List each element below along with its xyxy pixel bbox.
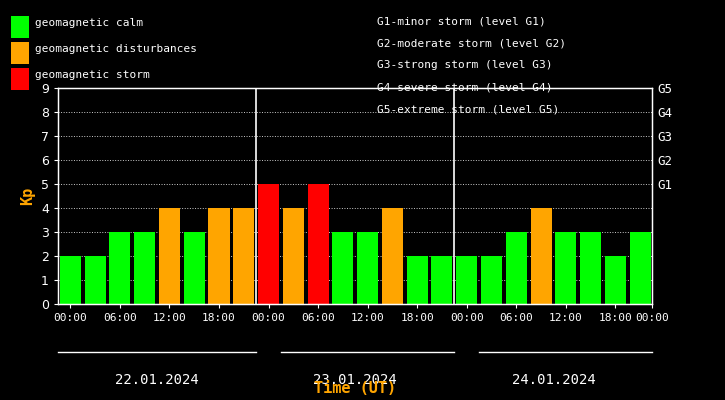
Bar (134, 232, 155, 304)
Bar (60, 256, 81, 304)
Text: geomagnetic calm: geomagnetic calm (35, 18, 143, 28)
Bar (357, 232, 378, 304)
Bar (506, 232, 527, 304)
Text: 22.01.2024: 22.01.2024 (115, 373, 199, 387)
Bar (183, 232, 204, 304)
Bar (209, 208, 230, 304)
Text: G1-minor storm (level G1): G1-minor storm (level G1) (377, 16, 546, 26)
Bar (407, 256, 428, 304)
Bar (605, 256, 626, 304)
Text: Time (UT): Time (UT) (314, 381, 397, 396)
Bar (580, 232, 601, 304)
Bar (233, 208, 254, 304)
Text: G5-extreme storm (level G5): G5-extreme storm (level G5) (377, 104, 559, 114)
Bar (481, 256, 502, 304)
Text: geomagnetic storm: geomagnetic storm (35, 70, 149, 80)
Y-axis label: Kp: Kp (20, 187, 36, 205)
Bar (555, 232, 576, 304)
Bar (85, 256, 106, 304)
Text: G4-severe storm (level G4): G4-severe storm (level G4) (377, 82, 552, 92)
Text: G3-strong storm (level G3): G3-strong storm (level G3) (377, 60, 552, 70)
Bar (307, 184, 328, 304)
Bar (431, 256, 452, 304)
Bar (109, 232, 130, 304)
Bar (258, 184, 279, 304)
Bar (382, 208, 403, 304)
Text: 23.01.2024: 23.01.2024 (313, 373, 397, 387)
Bar (159, 208, 180, 304)
Text: 24.01.2024: 24.01.2024 (512, 373, 595, 387)
Bar (531, 208, 552, 304)
Text: G2-moderate storm (level G2): G2-moderate storm (level G2) (377, 38, 566, 48)
Bar (332, 232, 353, 304)
Bar (629, 232, 650, 304)
Bar (456, 256, 477, 304)
Text: geomagnetic disturbances: geomagnetic disturbances (35, 44, 196, 54)
Bar (283, 208, 304, 304)
